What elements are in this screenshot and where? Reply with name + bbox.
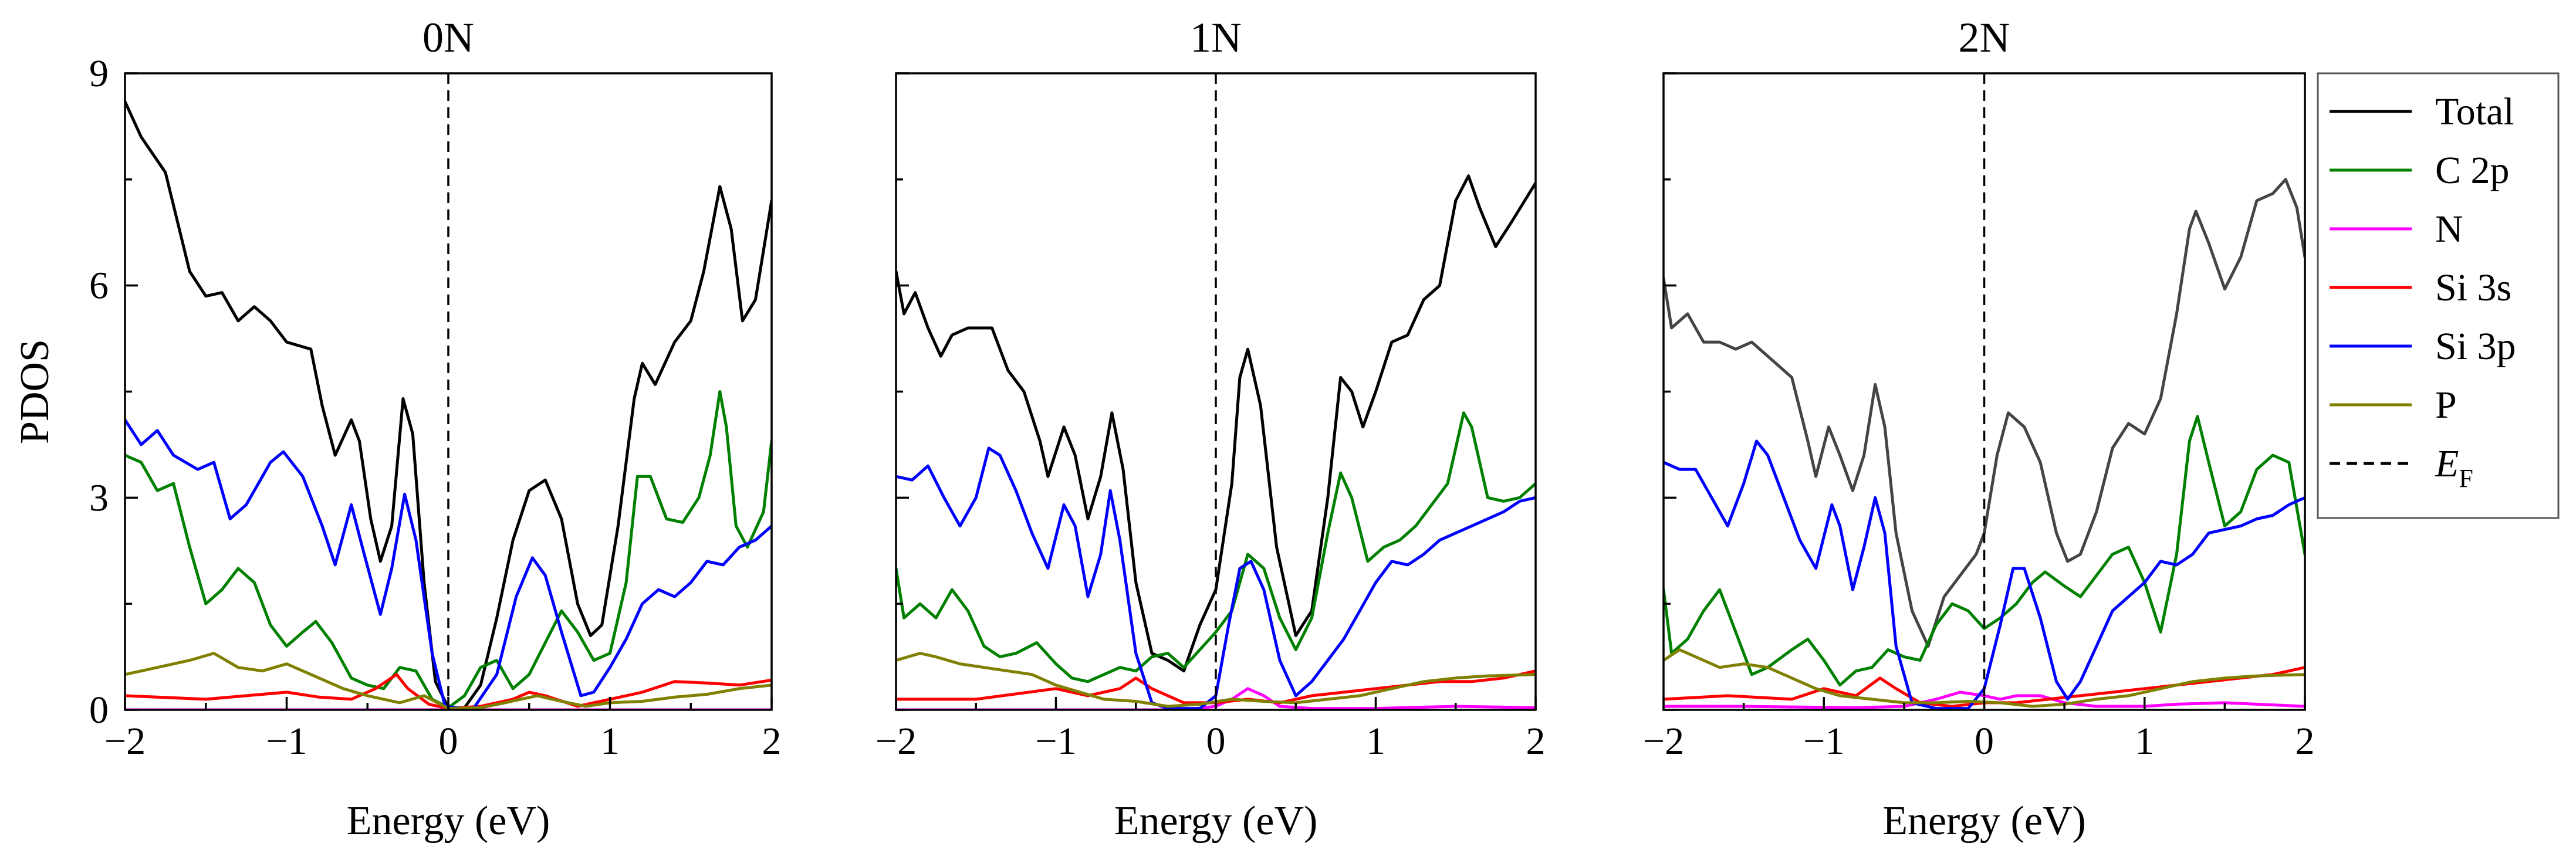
y-tick-label: 0 [89,689,109,732]
legend-entry-total: Total [2330,90,2514,133]
series-line-p [125,652,772,710]
panel-title: 0N [422,14,474,61]
panel-1n: −2 −1 0 1 2 1N Energy (eV) [875,14,1546,844]
legend: Total C 2p N Si 3s Si 3p P EF [2317,72,2560,519]
legend-box [2317,72,2560,519]
x-tick-label: −1 [1803,720,1844,763]
series-line-n [896,687,1536,710]
x-tick-label: −1 [266,720,307,763]
series-line-p [1664,648,2305,708]
x-tick-label: 2 [2296,720,2315,763]
legend-label: P [2435,384,2457,426]
legend-label: C 2p [2435,149,2510,192]
x-tick-label: 2 [1526,720,1546,763]
series-line-p [896,652,1536,708]
y-tick-label: 3 [89,476,109,519]
legend-label: Total [2435,90,2514,133]
x-tick-label: −2 [875,720,917,763]
series-line-total [896,174,1536,673]
series-line-c-2p [896,411,1536,683]
y-tick-label: 9 [89,52,109,95]
series-line-c-2p [125,390,772,709]
legend-label: EF [2435,442,2473,493]
legend-entry-p: P [2330,384,2457,426]
x-tick-label: −1 [1035,720,1076,763]
x-tick-label: 0 [1206,720,1226,763]
panel-title: 1N [1190,14,1242,61]
x-tick-label: −2 [104,720,146,763]
x-tick-label: 1 [1366,720,1385,763]
panel-title: 2N [1959,14,2010,61]
panel-2n: −2 −1 0 1 2 2N Energy (eV) [1643,14,2315,844]
legend-label: Si 3p [2435,325,2516,368]
series-line-n [1664,690,2305,709]
x-tick-label: 1 [2135,720,2154,763]
x-tick-label: 0 [1975,720,1994,763]
series-line-c-2p [1664,415,2305,687]
legend-entry-si-3p: Si 3p [2330,325,2516,368]
x-tick-label: 2 [762,720,782,763]
panel-1n-series [896,174,1536,710]
x-axis-label: Energy (eV) [1882,798,2086,844]
legend-entry-si-3s: Si 3s [2330,266,2511,309]
legend-entry-c-2p: C 2p [2330,149,2510,192]
x-axis-label: Energy (eV) [1114,798,1318,844]
legend-entry-ef: EF [2330,442,2473,493]
y-axis-label: PDOS [12,339,58,444]
x-tick-label: 1 [600,720,620,763]
panel-2n-series [1664,178,2305,710]
x-tick-label: −2 [1643,720,1684,763]
legend-entry-n: N [2330,208,2463,251]
panel-0n: −2 −1 0 1 2 0 3 6 9 0N Energy (eV) PDOS [12,14,782,844]
x-axis-label: Energy (eV) [347,798,550,844]
y-tick-label: 6 [89,265,109,307]
series-line-si-3p [125,418,772,710]
legend-label: N [2435,208,2463,251]
legend-label: Si 3s [2435,266,2511,309]
x-tick-label: 0 [439,720,458,763]
